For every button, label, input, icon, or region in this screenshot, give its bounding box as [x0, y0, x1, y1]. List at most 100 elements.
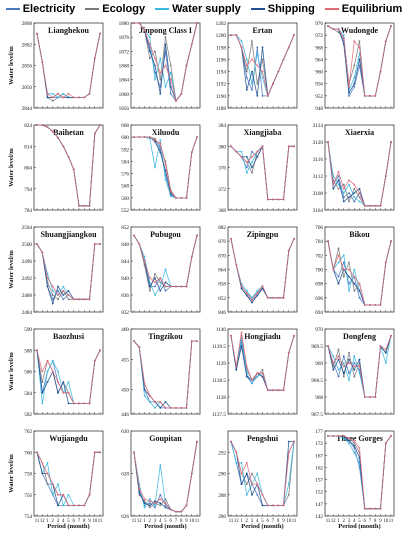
panel-title: Xiluodu	[152, 128, 180, 137]
y-tick-label: 1202	[216, 21, 227, 27]
x-tick-label: 1	[143, 519, 146, 524]
data-point	[235, 462, 238, 464]
data-point	[358, 58, 361, 61]
data-point	[169, 190, 172, 193]
data-point	[159, 464, 162, 466]
data-point	[379, 345, 382, 347]
data-point	[148, 50, 151, 53]
data-point	[235, 263, 238, 266]
data-point	[51, 483, 54, 485]
x-tick-label: 11	[98, 519, 103, 524]
data-point	[384, 362, 387, 364]
data-point	[51, 370, 54, 373]
data-point	[36, 349, 38, 352]
y-tick-label: 964	[315, 57, 323, 63]
y-tick-label: 814	[24, 144, 32, 150]
y-tick-label: 576	[121, 172, 129, 178]
chart-panel-tingzikou: 446 450 455 460 Tingzikou	[121, 327, 201, 418]
data-point	[83, 402, 86, 405]
data-point	[348, 289, 350, 292]
data-point	[164, 169, 167, 172]
data-point	[51, 294, 54, 296]
data-point	[251, 82, 253, 85]
data-point	[348, 261, 350, 264]
data-point	[138, 346, 141, 349]
data-point	[337, 261, 340, 264]
series-equilibrium	[36, 349, 101, 405]
data-point	[245, 70, 248, 73]
data-point	[245, 365, 248, 368]
data-point	[133, 136, 135, 139]
data-point	[36, 243, 38, 245]
data-point	[88, 92, 91, 95]
data-point	[169, 92, 172, 95]
data-point	[353, 365, 356, 368]
data-point	[261, 76, 264, 79]
x-tick-label: 11	[229, 519, 234, 524]
data-point	[235, 34, 238, 36]
data-point	[235, 150, 238, 153]
data-point	[384, 261, 387, 264]
data-point	[251, 88, 253, 91]
data-point	[282, 58, 285, 61]
data-point	[261, 493, 264, 496]
data-point	[353, 40, 356, 43]
data-point	[240, 285, 243, 287]
series-equilibrium	[230, 145, 295, 201]
data-point	[277, 504, 280, 507]
data-point	[62, 493, 65, 496]
y-tick-label: 2862	[22, 42, 33, 48]
data-point	[261, 504, 264, 507]
x-tick-label: 5	[358, 519, 361, 524]
x-tick-label: 7	[175, 519, 178, 524]
panel-title: Wudongde	[341, 26, 379, 35]
data-point	[353, 275, 356, 278]
data-point	[72, 402, 75, 405]
data-point	[327, 141, 329, 143]
data-point	[46, 92, 49, 95]
data-point	[256, 289, 259, 292]
data-point	[148, 500, 151, 502]
data-point	[240, 150, 243, 153]
data-point	[337, 282, 340, 285]
data-point	[240, 338, 243, 341]
y-tick-label: 167	[315, 453, 323, 459]
data-point	[348, 196, 350, 199]
data-point	[261, 58, 264, 61]
data-point	[348, 91, 350, 94]
legend-swatch	[85, 8, 100, 10]
legend-label: Water supply	[172, 3, 241, 15]
y-tick-label: 628	[121, 472, 129, 478]
y-tick-label: 876	[218, 239, 226, 245]
data-point	[332, 435, 335, 437]
y-tick-label: 1139.5	[212, 344, 226, 350]
data-point	[180, 285, 183, 288]
data-point	[159, 407, 162, 409]
data-point	[342, 196, 345, 199]
data-point	[83, 96, 86, 99]
data-point	[154, 502, 156, 505]
data-point	[287, 351, 290, 354]
data-point	[57, 504, 59, 507]
x-tick-label: 5	[67, 519, 70, 524]
data-point	[190, 43, 193, 46]
data-point	[78, 402, 80, 405]
y-tick-label: 1880	[119, 21, 130, 27]
plot-frame	[130, 124, 201, 211]
data-point	[154, 401, 156, 403]
y-tick-label: 600	[121, 135, 129, 141]
y-tick-label: 969.5	[311, 344, 323, 350]
data-point	[164, 289, 167, 292]
y-tick-label: 3124	[313, 123, 324, 129]
y-tick-label: 704	[315, 239, 323, 245]
data-point	[332, 175, 335, 177]
data-point	[348, 200, 350, 203]
data-point	[175, 100, 177, 102]
data-point	[353, 375, 356, 378]
data-point	[348, 275, 350, 278]
data-point	[251, 166, 253, 169]
y-tick-label: 157	[315, 478, 323, 484]
data-point	[148, 502, 151, 505]
data-point	[240, 331, 243, 334]
data-point	[41, 472, 44, 475]
